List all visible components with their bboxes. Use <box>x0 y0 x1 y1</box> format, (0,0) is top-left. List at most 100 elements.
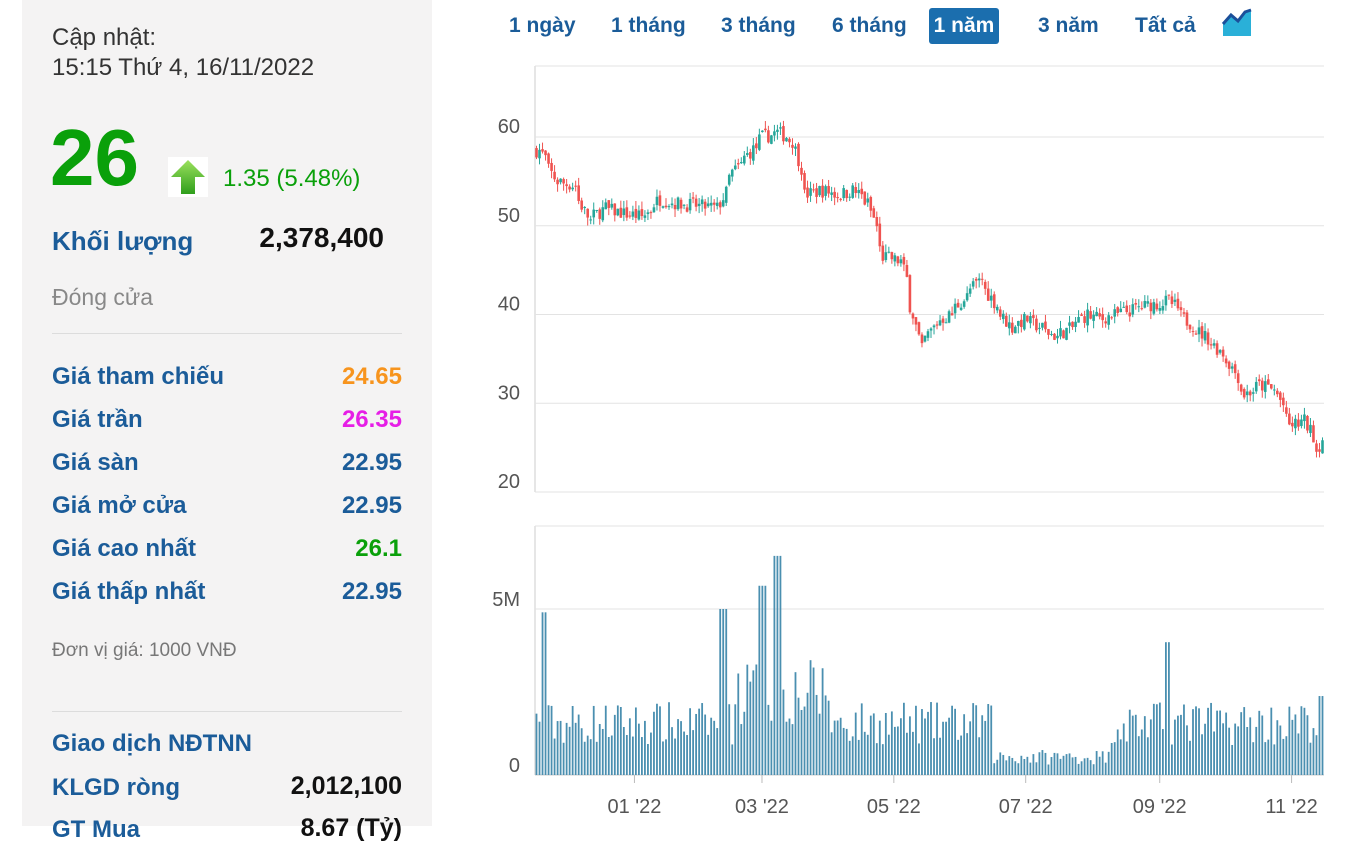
volume-bar <box>644 720 646 775</box>
candle-body <box>1074 321 1077 327</box>
volume-bar <box>758 585 761 775</box>
candle-body <box>1291 422 1294 427</box>
volume-bar <box>1288 706 1291 775</box>
volume-bar <box>1062 755 1065 775</box>
volume-bar <box>1035 762 1038 775</box>
volume-bar <box>538 721 541 775</box>
candle-body <box>761 130 764 133</box>
candle-body <box>1233 364 1237 374</box>
volume-bar <box>722 609 725 775</box>
volume-bar <box>565 722 568 775</box>
volume-bar <box>1095 751 1098 775</box>
price-tick-label: 30 <box>498 382 520 404</box>
volume-bar <box>1216 710 1218 775</box>
volume-bar <box>1183 704 1185 775</box>
candle-body <box>1206 332 1210 345</box>
volume-bar <box>812 667 815 775</box>
candle-body <box>592 209 596 218</box>
candle-body <box>989 295 993 301</box>
candle-body <box>983 281 987 289</box>
candle-body <box>797 143 800 167</box>
volume-bar <box>1092 764 1095 775</box>
range-6-month-button[interactable]: 6 tháng <box>832 14 907 37</box>
volume-bar <box>821 668 824 775</box>
range-all-button[interactable]: Tất cả <box>1135 14 1196 37</box>
price-tick-label: 60 <box>498 116 520 138</box>
candle-body <box>562 179 565 184</box>
volume-bar <box>1113 742 1116 775</box>
volume-bar <box>1180 714 1182 775</box>
volume-bar <box>1174 719 1176 775</box>
candle-body <box>1197 327 1201 335</box>
candle-body <box>794 146 797 149</box>
candle-body <box>1248 391 1252 396</box>
range-3-year-button[interactable]: 3 năm <box>1038 14 1099 37</box>
volume-bar <box>746 664 749 775</box>
volume-bar <box>1017 763 1020 775</box>
update-time: 15:15 Thứ 4, 16/11/2022 <box>52 54 315 81</box>
volume-bar <box>1273 744 1276 775</box>
volume-bar <box>547 705 550 775</box>
volume-bar <box>1291 719 1294 775</box>
volume-bar <box>803 706 806 775</box>
volume-bar <box>637 723 640 775</box>
candle-body <box>902 256 906 265</box>
candle-body <box>727 174 731 185</box>
volume-bar <box>942 721 944 775</box>
candle-body <box>1110 317 1113 319</box>
candle-body <box>718 202 722 208</box>
candle-body <box>962 301 966 307</box>
volume-bar <box>1285 736 1288 775</box>
candle-body <box>1257 379 1261 382</box>
volume-bar <box>836 720 839 775</box>
volume-bar <box>583 741 586 775</box>
volume-bar <box>553 738 556 775</box>
volume-bar <box>921 709 923 775</box>
candle-body <box>685 207 689 212</box>
volume-bar <box>1279 725 1282 775</box>
volume-bar <box>628 718 631 775</box>
volume-bar <box>752 670 755 775</box>
candle-body <box>1089 311 1092 319</box>
volume-bar <box>1189 740 1191 775</box>
volume-bar <box>860 703 863 775</box>
candle-body <box>1056 335 1059 339</box>
candle-body <box>872 208 876 218</box>
volume-bar <box>755 664 758 775</box>
volume-bar <box>1155 704 1158 775</box>
volume-bar <box>695 713 698 775</box>
volume-bar <box>725 609 728 775</box>
volume-bar <box>903 702 905 775</box>
volume-bar <box>1053 752 1056 775</box>
range-1-year-button[interactable]: 1 năm <box>929 8 999 44</box>
candle-body <box>824 186 827 196</box>
candle-body <box>643 215 647 218</box>
candle-body <box>1269 384 1273 389</box>
volume-bar <box>734 704 737 775</box>
price-volume-chart: 20 30 40 50 60 0 5M 01 '22 03 '22 05 '22 07 '22 09 … <box>492 65 1324 818</box>
volume-bar <box>1002 754 1005 775</box>
candle-body <box>1251 392 1255 394</box>
range-3-month-button[interactable]: 3 tháng <box>721 14 796 37</box>
volume-bar <box>993 763 996 775</box>
candle-body <box>655 196 659 206</box>
volume-tick-label: 5M <box>492 589 520 611</box>
candle-body <box>1077 316 1080 323</box>
volume-bar <box>927 711 929 775</box>
candle-body <box>1282 397 1285 406</box>
volume-bar <box>1005 760 1008 775</box>
area-chart-icon[interactable] <box>1221 8 1253 38</box>
candle-body <box>1185 312 1189 326</box>
range-1-day-button[interactable]: 1 ngày <box>509 14 576 37</box>
volume-bar <box>809 660 812 775</box>
volume-bar <box>535 713 538 775</box>
range-1-month-button[interactable]: 1 tháng <box>611 14 686 37</box>
candle-body <box>953 303 957 314</box>
volume-bar <box>692 730 695 775</box>
candle-body <box>1161 306 1165 311</box>
x-tick-label: 11 '22 <box>1265 796 1317 818</box>
volume-bar <box>770 720 773 775</box>
candle-body <box>950 313 954 316</box>
volume-bar <box>1255 726 1258 775</box>
candle-body <box>544 150 547 156</box>
